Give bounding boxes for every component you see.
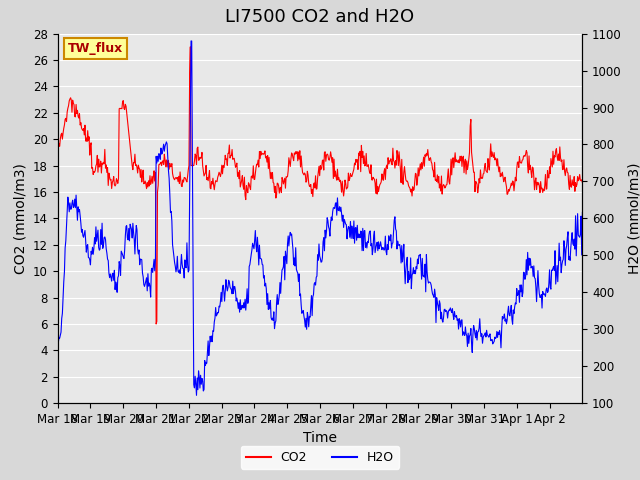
Y-axis label: H2O (mmol/m3): H2O (mmol/m3) — [627, 163, 640, 274]
CO2 — [404, 183, 412, 189]
Text: TW_flux: TW_flux — [68, 42, 124, 55]
CO2 — [54, 152, 61, 158]
X-axis label: Time: Time — [303, 432, 337, 445]
CO2 — [239, 183, 247, 189]
Legend: CO2, H2O: CO2, H2O — [241, 446, 399, 469]
CO2 — [579, 180, 586, 185]
H2O — [239, 305, 247, 311]
CO2 — [115, 106, 123, 112]
H2O — [259, 262, 267, 268]
CO2 — [152, 321, 160, 327]
H2O — [193, 393, 200, 398]
CO2 — [186, 44, 194, 50]
H2O — [187, 38, 195, 44]
H2O — [579, 210, 586, 216]
H2O — [404, 268, 412, 274]
H2O — [213, 312, 221, 317]
H2O — [115, 259, 123, 264]
Title: LI7500 CO2 and H2O: LI7500 CO2 and H2O — [225, 9, 415, 26]
Line: H2O: H2O — [58, 41, 582, 396]
Y-axis label: CO2 (mmol/m3): CO2 (mmol/m3) — [13, 163, 28, 274]
CO2 — [213, 179, 221, 185]
Line: CO2: CO2 — [58, 47, 582, 324]
CO2 — [375, 185, 383, 191]
CO2 — [259, 151, 267, 156]
H2O — [375, 246, 383, 252]
H2O — [54, 323, 61, 328]
